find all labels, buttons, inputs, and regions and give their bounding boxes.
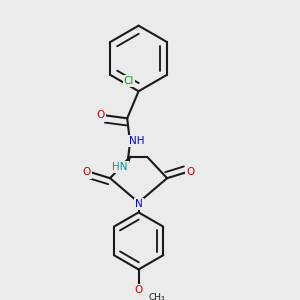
Text: O: O <box>134 285 143 295</box>
Text: HN: HN <box>112 162 128 172</box>
Text: NH: NH <box>129 136 145 146</box>
Text: O: O <box>97 110 105 121</box>
Text: O: O <box>83 167 91 178</box>
Text: Cl: Cl <box>124 76 134 85</box>
Text: O: O <box>186 167 194 178</box>
Text: N: N <box>135 199 142 209</box>
Text: CH₃: CH₃ <box>148 293 165 300</box>
